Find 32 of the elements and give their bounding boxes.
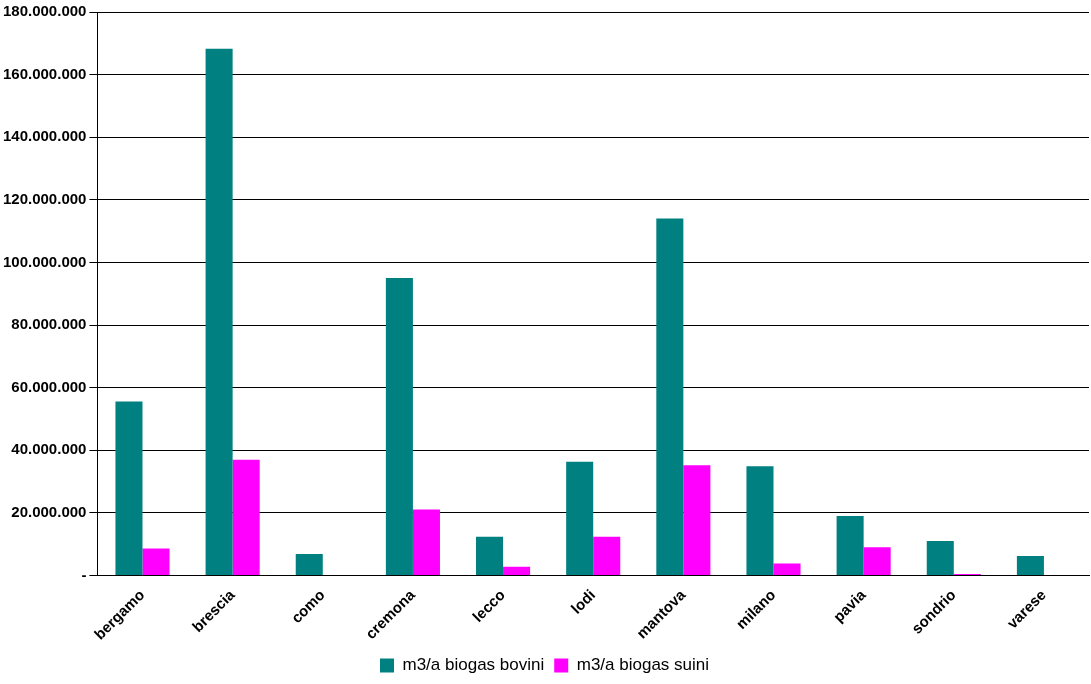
legend-label: m3/a biogas bovini [402,655,545,675]
x-tick-label: lodi [567,585,599,617]
bar [385,278,413,575]
bar [863,547,891,575]
y-tick-label: 60.000.000 [11,377,87,395]
bar [476,536,504,575]
y-tick-label: 40.000.000 [11,440,87,458]
bar [656,218,684,575]
bar [746,466,774,575]
bar [1016,556,1044,575]
legend-label: m3/a biogas suini [576,655,710,675]
y-tick-label: 120.000.000 [2,189,87,207]
bar [593,536,621,575]
bar [566,461,594,575]
bar [773,563,801,575]
bar [836,516,864,575]
y-tick-label: 80.000.000 [11,315,87,333]
y-tick-label: 180.000.000 [2,2,87,20]
y-tick-label: - [81,565,87,583]
bar [295,553,323,575]
y-tick-label: 100.000.000 [2,252,87,270]
y-tick-label: 140.000.000 [2,127,87,145]
bar [412,509,440,575]
y-tick-label: 160.000.000 [2,64,87,82]
y-tick-label: 20.000.000 [11,503,87,521]
bar [115,401,143,575]
bar [503,566,531,575]
bar [683,465,711,575]
bar [926,541,954,575]
bar [232,459,260,575]
bar [205,48,233,575]
bar [142,548,170,575]
